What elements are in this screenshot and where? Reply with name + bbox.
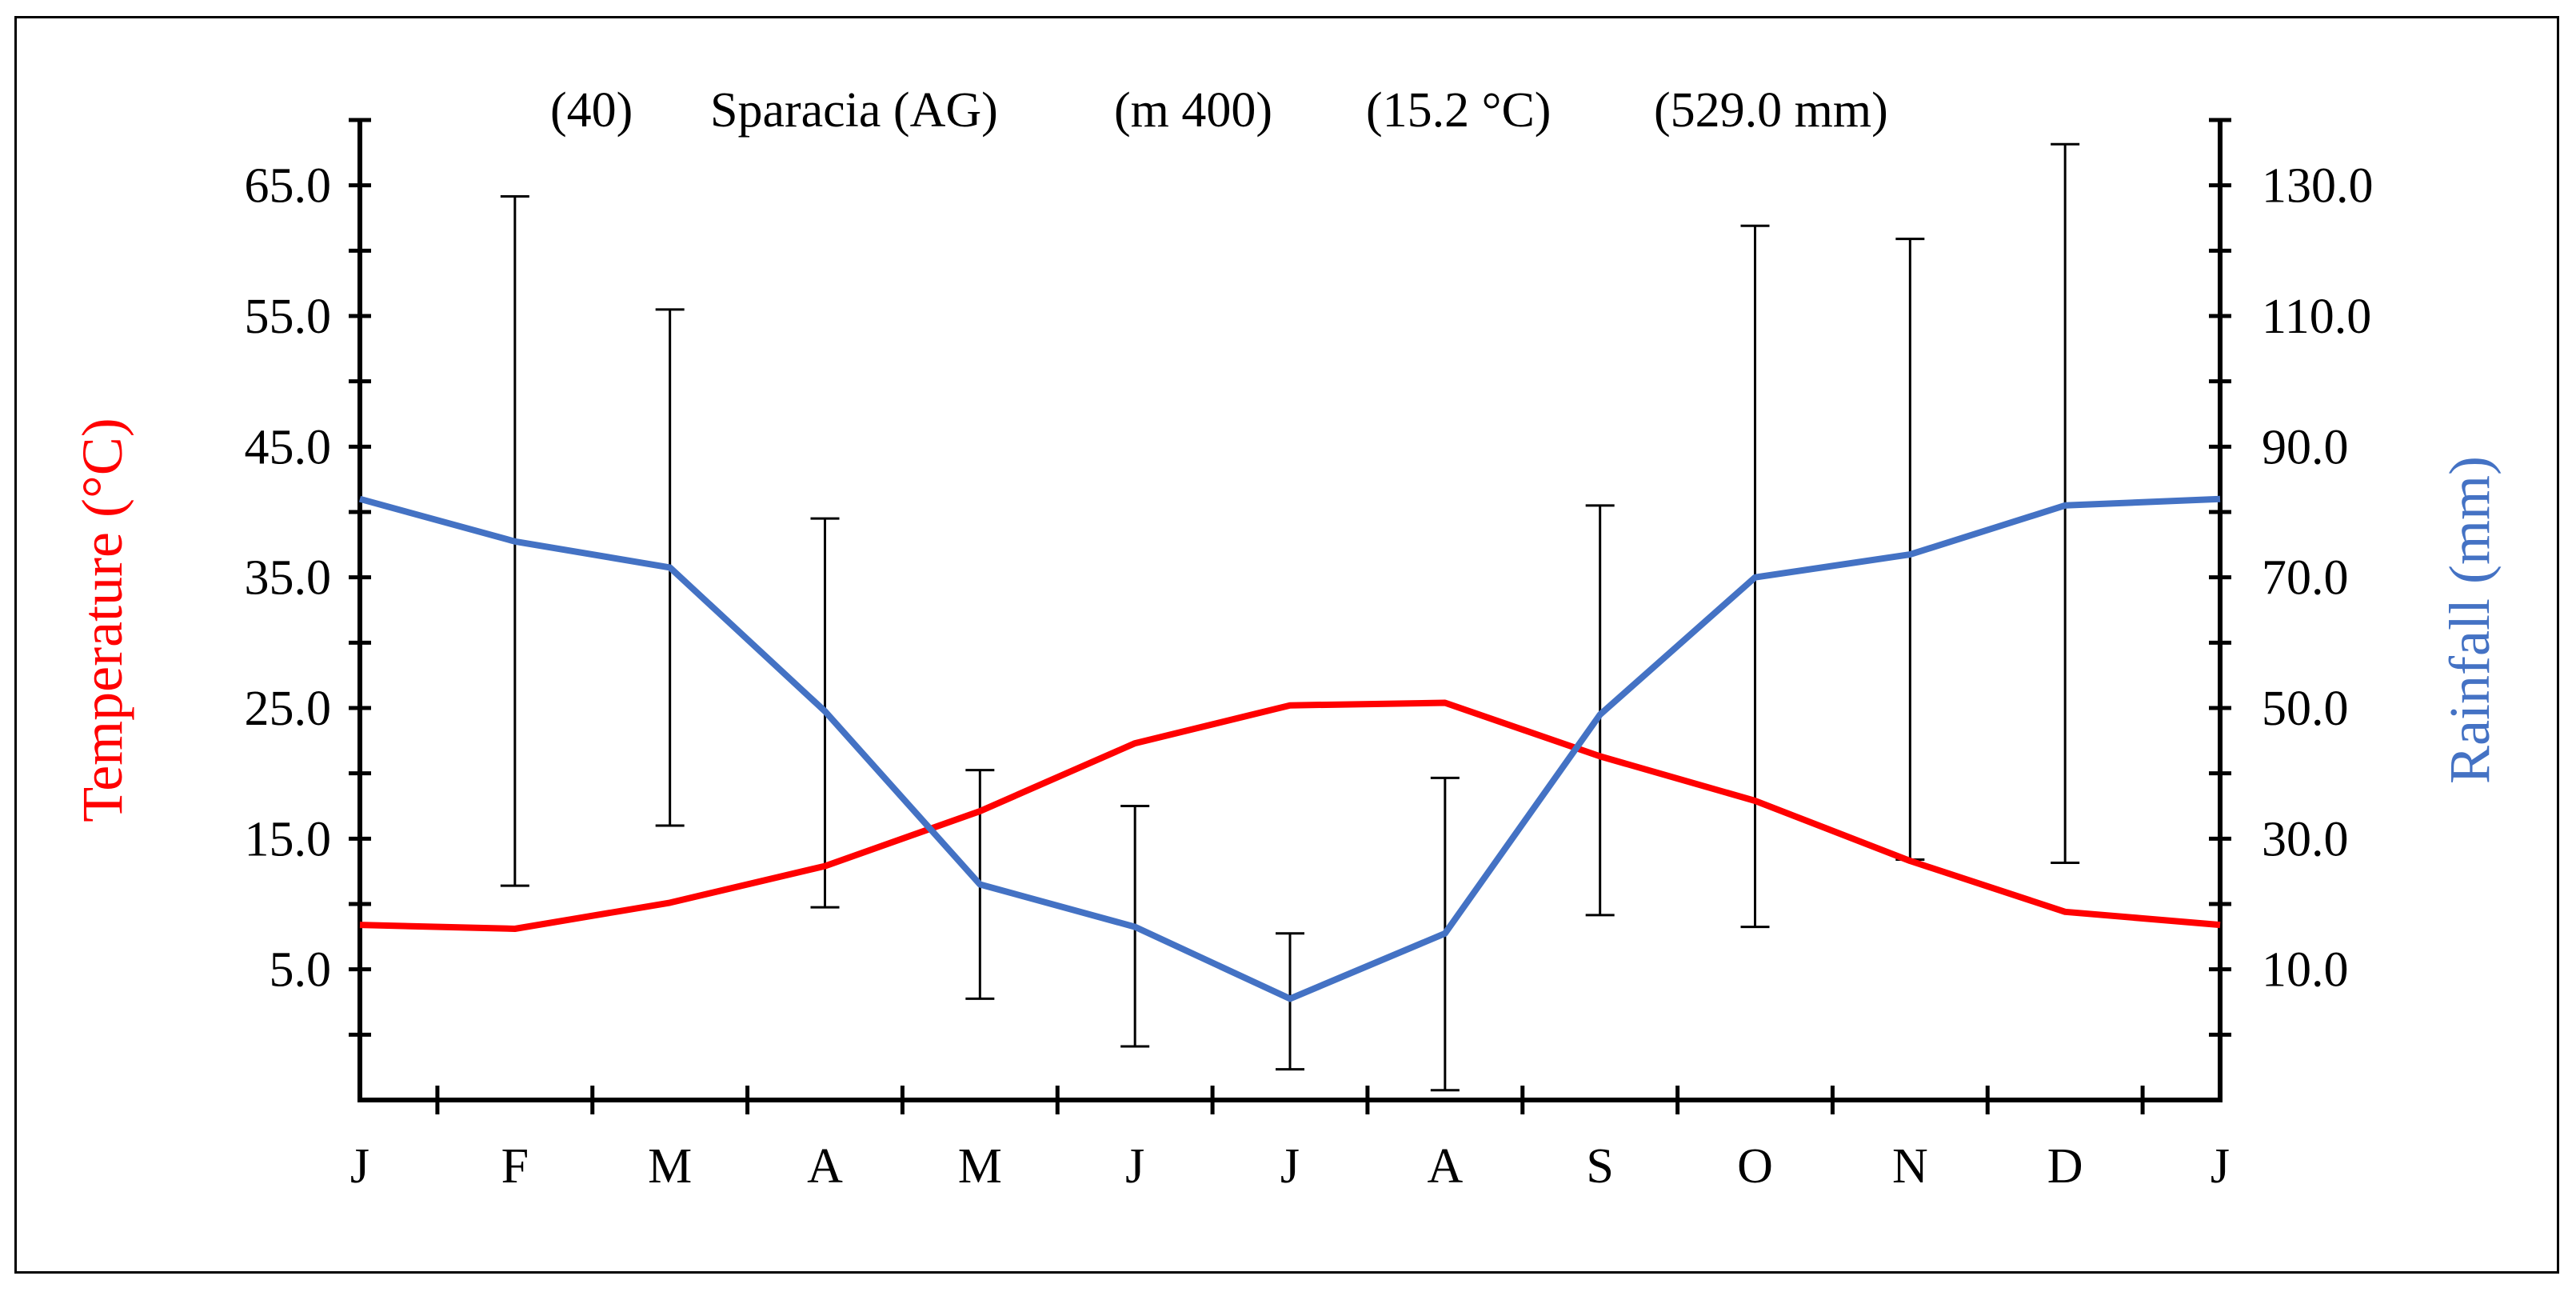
x-tick-label: J	[2211, 1139, 2230, 1194]
chart-title: (40) Sparacia (AG) (m 400) (15.2 °C) (52…	[550, 83, 1888, 138]
right-tick-label: 50.0	[2262, 682, 2349, 736]
right-tick-label: 30.0	[2262, 812, 2349, 866]
x-tick-label: A	[807, 1139, 843, 1194]
temperature-line	[359, 699, 2221, 932]
x-tick-label: J	[350, 1139, 369, 1194]
title-elevation: (m 400)	[1114, 83, 1272, 138]
x-tick-label: N	[1892, 1139, 1928, 1194]
right-tick-label: 10.0	[2262, 943, 2349, 998]
error-bar	[1585, 504, 1615, 917]
right-tick-label: 130.0	[2262, 159, 2374, 214]
right-tick-label: 70.0	[2262, 551, 2349, 606]
x-tick-label: O	[1737, 1139, 1773, 1194]
x-tick-label: J	[1280, 1139, 1300, 1194]
left-tick-label: 15.0	[245, 812, 332, 866]
left-tick-label: 25.0	[245, 682, 332, 736]
rainfall-line	[358, 495, 2221, 1002]
title-station-no: (40)	[550, 83, 633, 138]
axes-group: 5.0 15.0 25.0 35.0 45.0 55.0 65.0 10.0 30.0 50.0 7…	[245, 118, 2374, 1194]
x-tick-label: S	[1586, 1139, 1613, 1194]
left-tick-label: 45.0	[245, 420, 332, 474]
x-tick-label: M	[648, 1139, 692, 1194]
x-tick-label: A	[1427, 1139, 1463, 1194]
x-tick-label: F	[501, 1139, 529, 1194]
right-tick-label: 90.0	[2262, 420, 2349, 474]
title-total-rain: (529.0 mm)	[1654, 83, 1888, 138]
x-tick-label: J	[1125, 1139, 1144, 1194]
left-tick-label: 5.0	[270, 943, 332, 998]
left-axis-title: Temperature (°C)	[70, 418, 134, 822]
left-tick-label: 65.0	[245, 159, 332, 214]
left-tick-label: 35.0	[245, 551, 332, 606]
x-tick-label: M	[958, 1139, 1002, 1194]
error-bars-group	[500, 142, 2080, 1092]
right-axis-title: Rainfall (mm)	[2438, 456, 2502, 784]
title-station: Sparacia (AG)	[710, 83, 998, 138]
chart-frame	[14, 16, 2559, 1274]
right-tick-label: 110.0	[2262, 290, 2371, 344]
left-tick-label: 55.0	[245, 290, 332, 344]
series-lines-group	[358, 495, 2221, 1002]
x-tick-label: D	[2047, 1139, 2083, 1194]
title-mean-temp: (15.2 °C)	[1366, 83, 1551, 138]
